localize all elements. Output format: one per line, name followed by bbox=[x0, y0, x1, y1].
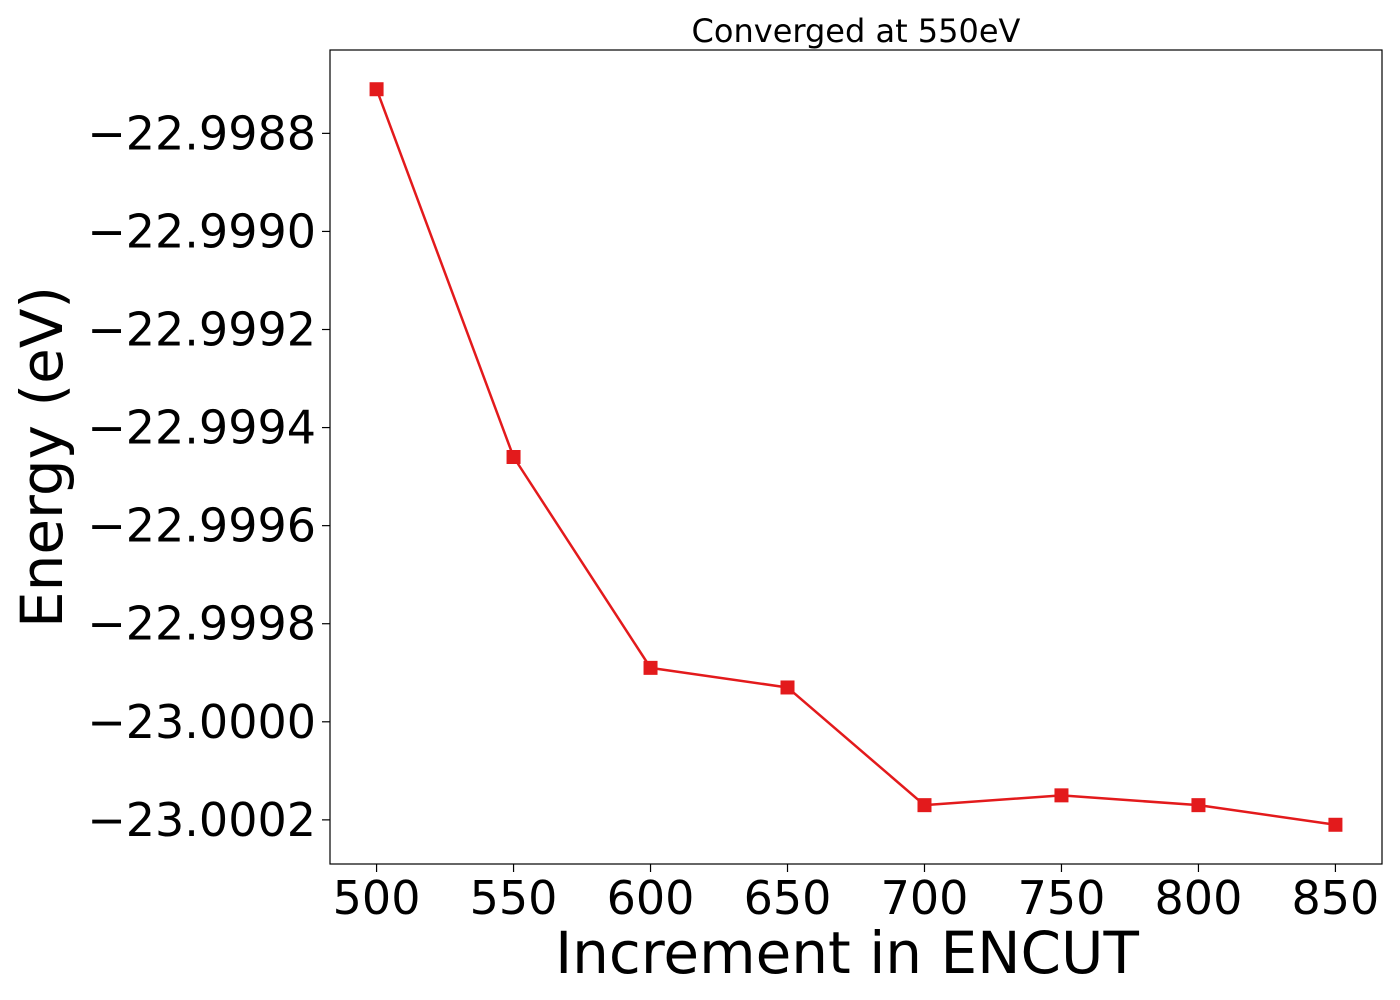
x-ticks: 500 550 600 650 700 750 800 850 bbox=[333, 864, 1380, 925]
y-tick-label: −22.9994 bbox=[87, 401, 316, 455]
x-tick-label: 500 bbox=[333, 871, 421, 925]
plot-frame bbox=[329, 49, 1383, 865]
y-ticks: −22.9988 −22.9990 −22.9992 −22.9994 −22.9996… bbox=[87, 106, 330, 847]
y-tick-label: −22.9992 bbox=[87, 303, 316, 357]
data-point-marker bbox=[643, 660, 658, 675]
x-tick-label: 750 bbox=[1018, 871, 1106, 925]
series-line bbox=[375, 88, 1336, 827]
plot-layer bbox=[369, 82, 1343, 832]
y-tick-label: −22.9996 bbox=[87, 499, 316, 553]
chart-title: Converged at 550eV bbox=[692, 12, 1021, 50]
x-tick-label: 800 bbox=[1155, 871, 1243, 925]
data-point-marker bbox=[780, 680, 795, 695]
data-point-marker bbox=[917, 798, 932, 813]
data-point-marker bbox=[369, 82, 384, 97]
x-tick-label: 550 bbox=[470, 871, 558, 925]
x-tick-label: 700 bbox=[881, 871, 969, 925]
y-axis-label: Energy (eV) bbox=[8, 286, 76, 628]
data-point-marker bbox=[1328, 817, 1343, 832]
data-point-marker bbox=[506, 450, 521, 464]
y-tick-label: −23.0000 bbox=[87, 695, 316, 749]
y-tick-label: −22.9988 bbox=[87, 106, 316, 160]
x-tick-label: 600 bbox=[607, 871, 695, 925]
x-axis-label: Increment in ENCUT bbox=[555, 919, 1139, 987]
y-tick-label: −22.9998 bbox=[87, 597, 316, 651]
data-point-marker bbox=[1054, 788, 1069, 803]
x-tick-label: 850 bbox=[1292, 871, 1380, 925]
y-tick-label: −22.9990 bbox=[87, 204, 316, 258]
x-tick-label: 650 bbox=[744, 871, 832, 925]
data-point-marker bbox=[1191, 798, 1206, 813]
y-tick-label: −23.0002 bbox=[87, 793, 316, 847]
